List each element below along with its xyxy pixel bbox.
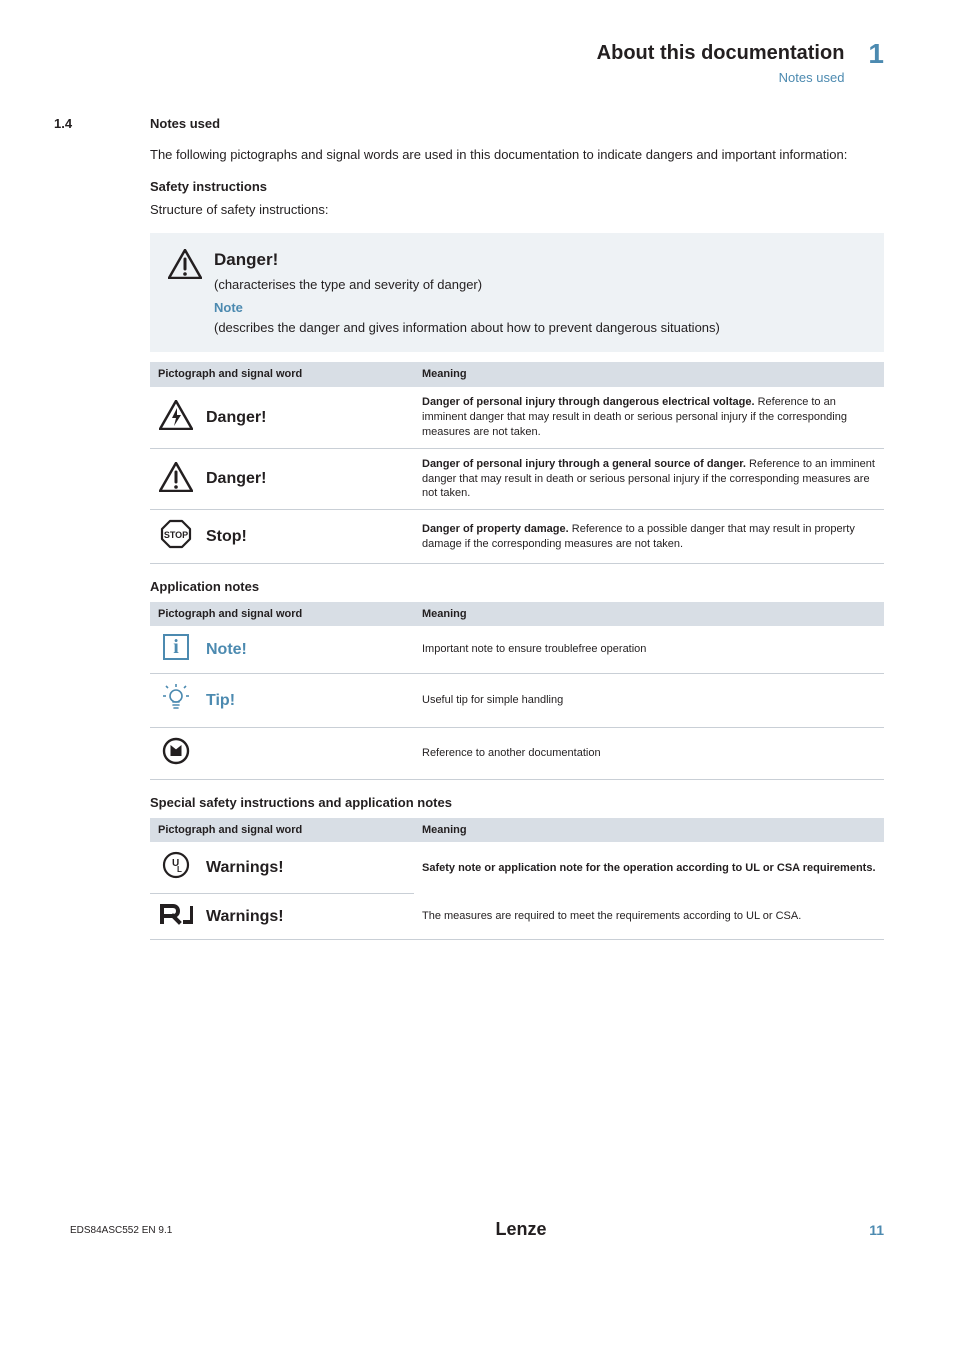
svg-text:L: L: [177, 865, 182, 874]
table-row: i Note! Important note to ensure trouble…: [150, 626, 884, 673]
table-row: Reference to another documentation: [150, 728, 884, 780]
desc-bold: Danger of personal injury through danger…: [422, 396, 755, 408]
signal-word: Warnings!: [198, 842, 414, 893]
table-row: Warnings! The measures are required to m…: [150, 894, 884, 940]
table-row: Tip! Useful tip for simple handling: [150, 674, 884, 728]
doc-id: EDS84ASC552 EN 9.1: [70, 1224, 172, 1238]
desc-bold: Safety note or application note for the …: [422, 862, 876, 874]
signal-word: Danger!: [198, 387, 414, 448]
danger-electrical-icon: [150, 387, 198, 448]
header-text-block: About this documentation Notes used: [597, 40, 845, 87]
callout-line2: (describes the danger and gives informat…: [214, 319, 866, 337]
reference-icon: [150, 728, 198, 780]
meaning-cell: Reference to another documentation: [414, 728, 884, 780]
special-heading: Special safety instructions and applicat…: [150, 794, 884, 812]
signal-word: Stop!: [198, 510, 414, 564]
meaning-cell: Danger of property damage. Reference to …: [414, 510, 884, 564]
meaning-cell: The measures are required to meet the re…: [414, 894, 884, 940]
header-title: About this documentation: [597, 40, 845, 67]
app-notes-table: Pictograph and signal word Meaning i Not…: [150, 602, 884, 780]
safety-heading: Safety instructions: [150, 178, 884, 196]
meaning-cell: Danger of personal injury through danger…: [414, 387, 884, 448]
meaning-cell: Safety note or application note for the …: [414, 842, 884, 893]
chapter-number: 1: [868, 40, 884, 68]
page-footer: EDS84ASC552 EN 9.1 Lenze 11: [70, 1218, 884, 1245]
signal-word: Danger!: [198, 448, 414, 510]
danger-general-icon: [150, 448, 198, 510]
app-notes-col2: Meaning: [414, 602, 884, 627]
callout-note-label: Note: [214, 299, 866, 317]
signal-word: Warnings!: [198, 894, 414, 940]
table-row: Danger! Danger of personal injury throug…: [150, 448, 884, 510]
meaning-cell: Useful tip for simple handling: [414, 674, 884, 728]
special-table: Pictograph and signal word Meaning U L W…: [150, 818, 884, 941]
tip-icon: [150, 674, 198, 728]
app-notes-heading: Application notes: [150, 578, 884, 596]
ul-icon: U L: [150, 842, 198, 893]
desc-bold: Danger of property damage.: [422, 523, 569, 535]
meaning-cell: Danger of personal injury through a gene…: [414, 448, 884, 510]
csa-ur-icon: [150, 894, 198, 940]
callout-line1: (characterises the type and severity of …: [214, 276, 866, 294]
desc-bold: Danger of personal injury through a gene…: [422, 458, 746, 470]
danger-triangle-icon: [168, 249, 214, 337]
safety-table-col1: Pictograph and signal word: [150, 362, 414, 387]
svg-text:Lenze: Lenze: [495, 1219, 546, 1239]
section-heading-row: 1.4 Notes used: [150, 115, 884, 133]
callout-body: Danger! (characterises the type and seve…: [214, 249, 866, 337]
signal-word: [198, 728, 414, 780]
signal-word: Note!: [198, 626, 414, 673]
special-col2: Meaning: [414, 818, 884, 843]
safety-subtext: Structure of safety instructions:: [150, 201, 884, 219]
svg-text:STOP: STOP: [164, 530, 188, 540]
table-row: U L Warnings! Safety note or application…: [150, 842, 884, 893]
table-row: Danger! Danger of personal injury throug…: [150, 387, 884, 448]
brand-logo: Lenze: [481, 1218, 561, 1245]
section-title: Notes used: [150, 115, 220, 133]
safety-table-col2: Meaning: [414, 362, 884, 387]
stop-icon: STOP: [150, 510, 198, 564]
danger-callout: Danger! (characterises the type and seve…: [150, 233, 884, 353]
page-header: About this documentation Notes used 1: [150, 40, 884, 87]
signal-word: Tip!: [198, 674, 414, 728]
desc-rest: The measures are required to meet the re…: [422, 910, 801, 922]
page-number: 11: [869, 1221, 884, 1240]
app-notes-col1: Pictograph and signal word: [150, 602, 414, 627]
section-intro: The following pictographs and signal wor…: [150, 146, 884, 164]
callout-title: Danger!: [214, 249, 866, 272]
header-subtitle: Notes used: [597, 69, 845, 87]
special-col1: Pictograph and signal word: [150, 818, 414, 843]
table-row: STOP Stop! Danger of property damage. Re…: [150, 510, 884, 564]
note-icon: i: [150, 626, 198, 673]
safety-table: Pictograph and signal word Meaning Dange…: [150, 362, 884, 564]
meaning-cell: Important note to ensure troublefree ope…: [414, 626, 884, 673]
section-number: 1.4: [54, 115, 150, 133]
